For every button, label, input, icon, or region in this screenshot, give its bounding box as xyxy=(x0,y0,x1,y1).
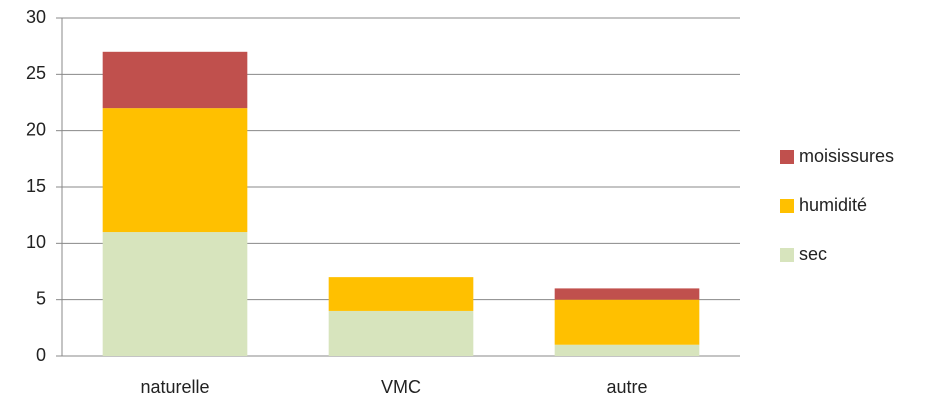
legend-swatch xyxy=(780,199,794,213)
bar-segment xyxy=(102,51,248,109)
legend-label: humidité xyxy=(799,195,867,215)
y-tick-label: 0 xyxy=(36,345,46,365)
bar-segment xyxy=(554,344,700,356)
bar-segment xyxy=(554,288,700,300)
y-tick-label: 5 xyxy=(36,288,46,308)
legend-label: sec xyxy=(799,244,827,264)
bar-segment xyxy=(102,108,248,233)
y-tick-label: 20 xyxy=(26,119,46,139)
legend-swatch xyxy=(780,150,794,164)
y-tick-label: 25 xyxy=(26,63,46,83)
bar-segment xyxy=(102,232,248,356)
y-tick-label: 15 xyxy=(26,176,46,196)
x-tick-label: VMC xyxy=(381,377,421,397)
bar-segment xyxy=(328,310,474,356)
y-tick-label: 10 xyxy=(26,232,46,252)
x-tick-label: autre xyxy=(606,377,647,397)
legend-label: moisissures xyxy=(799,146,894,166)
y-tick-label: 30 xyxy=(26,7,46,27)
bar-segment xyxy=(554,299,700,345)
legend-swatch xyxy=(780,248,794,262)
x-tick-label: naturelle xyxy=(140,377,209,397)
bar-segment xyxy=(328,277,474,311)
